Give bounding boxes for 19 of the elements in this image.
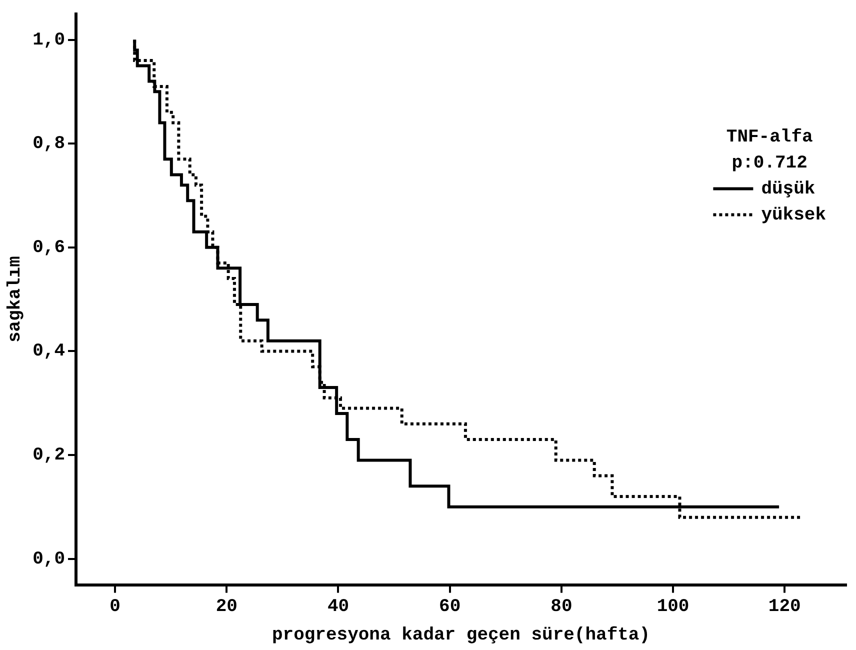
annotation: p:0.712: [732, 153, 808, 174]
y-tick-label: 0,6: [32, 238, 66, 258]
legend-label: yüksek: [761, 205, 826, 226]
legend-title: TNF-alfa: [726, 127, 813, 148]
y-tick-label: 0,0: [32, 549, 66, 570]
legend-label: düşük: [761, 179, 816, 200]
y-axis-title: sagkalım: [5, 256, 26, 343]
x-tick-label: 120: [768, 597, 801, 618]
y-tick-label: 0,8: [32, 134, 66, 154]
y-tick-label: 0,4: [32, 342, 66, 362]
x-axis-title: progresyona kadar geçen süre(hafta): [272, 626, 650, 646]
y-tick-label: 1,0: [32, 30, 66, 50]
x-tick-label: 80: [550, 597, 572, 618]
y-tick-label: 0,2: [32, 446, 66, 466]
x-tick-label: 100: [656, 597, 690, 618]
x-tick-label: 20: [216, 597, 238, 618]
x-tick-label: 40: [327, 597, 350, 618]
x-tick-label: 60: [439, 597, 461, 618]
x-tick-label: 0: [110, 597, 120, 618]
